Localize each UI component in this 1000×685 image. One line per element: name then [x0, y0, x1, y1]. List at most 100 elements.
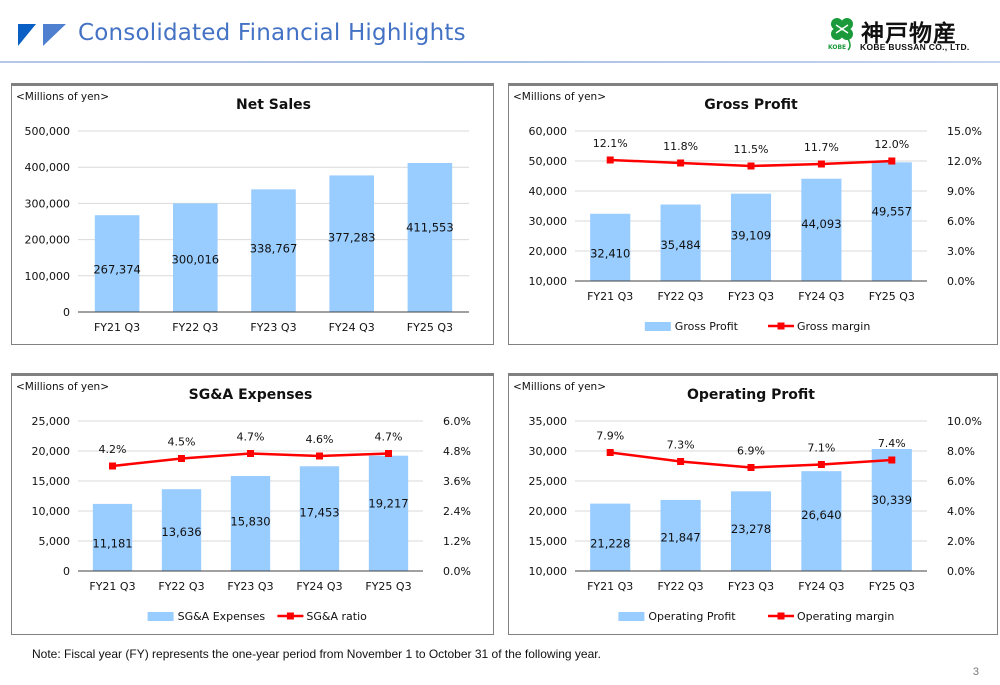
bar-data-label: 13,636 — [161, 525, 201, 539]
bar-data-label: 17,453 — [299, 506, 339, 520]
bar — [871, 448, 912, 571]
x-axis-tick: FY25 Q3 — [869, 580, 915, 593]
legend-line-marker — [777, 612, 785, 620]
bar-data-label: 49,557 — [872, 205, 912, 219]
net-sales-chart: <Millions of yen> Net Sales 0 100,000 200,00… — [16, 91, 469, 334]
page-number: 3 — [972, 666, 979, 678]
line-marker — [606, 449, 614, 456]
bar — [299, 466, 340, 571]
line-data-label: 4.7% — [375, 431, 403, 444]
line-data-label: 12.1% — [593, 137, 628, 150]
left-axis-tick: 15,000 — [32, 475, 71, 488]
line-marker — [747, 464, 755, 471]
bar — [368, 455, 409, 571]
bar-data-label: 338,767 — [250, 242, 298, 256]
unit-label: <Millions of yen> — [513, 91, 606, 103]
bar — [407, 163, 453, 312]
line-data-label: 7.9% — [596, 430, 624, 443]
left-axis-tick: 40,000 — [529, 185, 568, 198]
unit-label: <Millions of yen> — [16, 91, 109, 103]
left-axis-tick: 35,000 — [529, 415, 568, 428]
right-axis-tick: 9.0% — [947, 185, 975, 198]
line-data-label: 7.4% — [878, 437, 906, 450]
right-axis-tick: 0.0% — [947, 275, 975, 288]
x-axis-tick: FY23 Q3 — [728, 290, 774, 303]
chart-legend: Gross Profit Gross margin — [644, 320, 870, 333]
x-axis-tick: FY22 Q3 — [172, 321, 218, 334]
left-axis-tick: 400,000 — [25, 161, 71, 174]
right-axis-tick: 15.0% — [947, 125, 982, 138]
legend-bar-label: Gross Profit — [675, 320, 739, 333]
x-axis-tick: FY22 Q3 — [158, 580, 204, 593]
line-marker — [178, 455, 185, 462]
bar-data-label: 21,228 — [590, 536, 630, 550]
bar — [590, 503, 631, 571]
right-axis-tick: 6.0% — [947, 215, 975, 228]
line-marker — [606, 156, 614, 164]
bar-data-label: 39,109 — [731, 228, 771, 242]
left-axis-tick: 0 — [63, 306, 70, 319]
chart-title: Net Sales — [236, 97, 311, 113]
legend-line-label: Gross margin — [797, 320, 870, 333]
gross-profit-chart: <Millions of yen> Gross Profit 10,000 20,00… — [513, 91, 982, 333]
x-axis-tick: FY24 Q3 — [798, 290, 844, 303]
bar — [871, 162, 912, 281]
x-axis-tick: FY22 Q3 — [657, 580, 703, 593]
left-axis-tick: 10,000 — [32, 505, 71, 518]
left-axis-tick: 20,000 — [529, 245, 568, 258]
bar — [329, 175, 374, 312]
line-data-label: 4.5% — [168, 436, 196, 449]
left-axis-tick: 50,000 — [529, 155, 568, 168]
legend-line-marker — [777, 322, 785, 330]
line-data-label: 4.2% — [99, 443, 127, 456]
right-axis-tick: 4.8% — [443, 445, 471, 458]
right-axis-tick: 2.0% — [947, 535, 975, 548]
left-axis-tick: 0 — [63, 565, 70, 578]
bar — [660, 499, 701, 571]
bar — [173, 203, 218, 312]
x-axis-tick: FY21 Q3 — [89, 580, 135, 593]
legend-line-marker — [286, 612, 294, 620]
line-data-label: 12.0% — [874, 138, 909, 151]
line-marker — [109, 462, 116, 470]
line-data-label: 4.7% — [237, 431, 265, 444]
line-marker — [817, 461, 825, 468]
line-marker — [247, 450, 254, 457]
operating-profit-chart: <Millions of yen> Operating Profit 10,000 1… — [513, 381, 982, 623]
x-axis-tick: FY21 Q3 — [587, 290, 633, 303]
x-axis-tick: FY25 Q3 — [365, 580, 411, 593]
bar — [730, 193, 772, 281]
legend-bar-swatch — [618, 612, 645, 621]
sga-expenses-chart: <Millions of yen> SG&A Expenses 0 5,000 10,0… — [16, 381, 471, 623]
company-logo: KOBE 神戸物産 KOBE BUSSAN CO., LTD. — [826, 14, 996, 54]
line-marker — [888, 456, 896, 464]
line-marker — [677, 159, 685, 167]
x-axis-tick: FY24 Q3 — [329, 321, 375, 334]
line-marker — [888, 157, 896, 165]
page-title: Consolidated Financial Highlights — [78, 20, 466, 46]
right-axis-tick: 8.0% — [947, 445, 975, 458]
bar — [590, 213, 631, 281]
chart-title: SG&A Expenses — [189, 387, 313, 403]
left-axis-tick: 25,000 — [32, 415, 71, 428]
x-axis-tick: FY21 Q3 — [587, 580, 633, 593]
chart-legend: Operating Profit Operating margin — [618, 610, 894, 623]
bar — [801, 471, 842, 571]
x-axis-tick: FY25 Q3 — [869, 290, 915, 303]
logo-japanese-name: 神戸物産 — [861, 21, 957, 47]
line-data-label: 7.1% — [807, 442, 835, 455]
bar — [251, 189, 296, 312]
bar-data-label: 44,093 — [801, 217, 841, 231]
left-axis-tick: 5,000 — [39, 535, 71, 548]
logo-badge-text: KOBE — [828, 44, 846, 51]
x-axis-tick: FY21 Q3 — [94, 321, 140, 334]
line-marker — [747, 162, 755, 170]
left-axis-tick: 20,000 — [529, 505, 568, 518]
bar-data-label: 300,016 — [172, 253, 220, 267]
left-axis-tick: 10,000 — [529, 565, 568, 578]
line-data-label: 7.3% — [667, 439, 695, 452]
bar — [92, 503, 133, 571]
legend-bar-label: SG&A Expenses — [178, 610, 266, 623]
right-axis-tick: 0.0% — [947, 565, 975, 578]
bar-data-label: 19,217 — [368, 496, 408, 510]
